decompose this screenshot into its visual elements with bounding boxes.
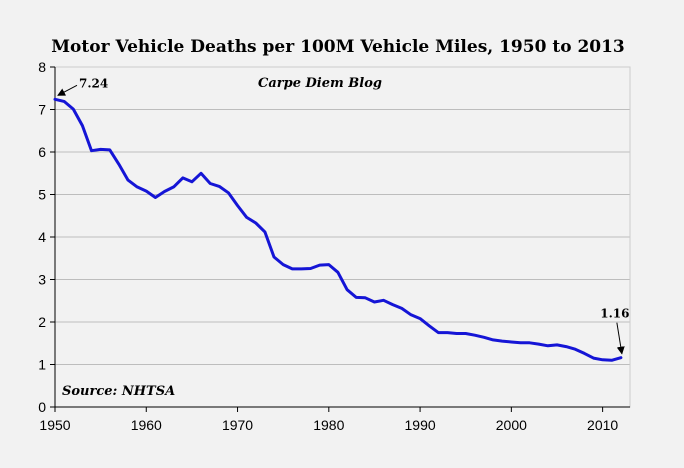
- y-tick-label: 0: [38, 399, 46, 415]
- grid-lines: [55, 66, 630, 365]
- chart-title: Motor Vehicle Deaths per 100M Vehicle Mi…: [51, 37, 625, 57]
- y-axis-ticks: 0 1 2 3 4 5 6 7 8: [38, 59, 55, 415]
- y-tick-label: 3: [38, 272, 46, 288]
- y-tick-label: 1: [38, 357, 46, 373]
- source-label: Source: NHTSA: [62, 384, 175, 399]
- x-tick-label: 1960: [131, 417, 162, 433]
- annotation-label: 1.16: [600, 307, 629, 321]
- x-tick-label: 2010: [587, 417, 618, 433]
- annotation-label: 7.24: [79, 76, 108, 90]
- annotations: 7.24 1.16: [57, 76, 629, 355]
- annotation-arrow: [616, 322, 625, 355]
- y-tick-label: 7: [38, 102, 46, 118]
- y-tick-label: 4: [38, 229, 46, 245]
- x-tick-label: 2000: [496, 417, 527, 433]
- annotation-arrow: [57, 84, 78, 96]
- x-tick-label: 1980: [313, 417, 344, 433]
- x-tick-label: 1970: [222, 417, 253, 433]
- watermark-label: Carpe Diem Blog: [258, 76, 382, 91]
- y-tick-label: 6: [38, 144, 46, 160]
- y-tick-label: 5: [38, 187, 46, 203]
- x-axis-ticks: 1950 1960 1970 1980 1990 2000 2010: [39, 407, 618, 433]
- x-tick-label: 1990: [405, 417, 436, 433]
- series-line: [53, 97, 623, 362]
- x-tick-label: 1950: [39, 417, 70, 433]
- series-layer: [53, 97, 623, 362]
- y-tick-label: 8: [38, 59, 46, 75]
- y-tick-label: 2: [38, 314, 46, 330]
